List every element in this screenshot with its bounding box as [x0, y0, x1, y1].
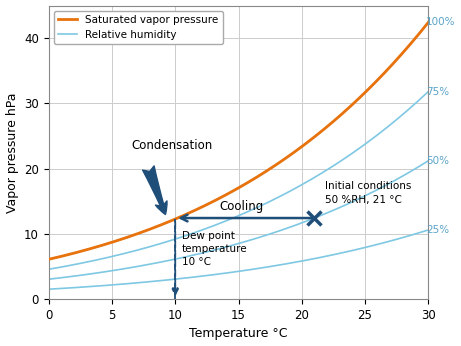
- Text: Condensation: Condensation: [131, 139, 212, 152]
- Text: 25%: 25%: [426, 225, 449, 235]
- Text: 75%: 75%: [426, 86, 449, 97]
- X-axis label: Temperature °C: Temperature °C: [189, 327, 288, 340]
- Text: Initial conditions
50 %RH, 21 °C: Initial conditions 50 %RH, 21 °C: [325, 181, 411, 204]
- Text: Dew point
temperature
10 °C: Dew point temperature 10 °C: [182, 231, 247, 267]
- Y-axis label: Vapor pressure hPa: Vapor pressure hPa: [6, 92, 18, 212]
- Legend: Saturated vapor pressure, Relative humidity: Saturated vapor pressure, Relative humid…: [54, 11, 223, 44]
- Text: Cooling: Cooling: [219, 200, 264, 213]
- Text: 50%: 50%: [426, 156, 449, 166]
- Text: 100%: 100%: [426, 17, 455, 27]
